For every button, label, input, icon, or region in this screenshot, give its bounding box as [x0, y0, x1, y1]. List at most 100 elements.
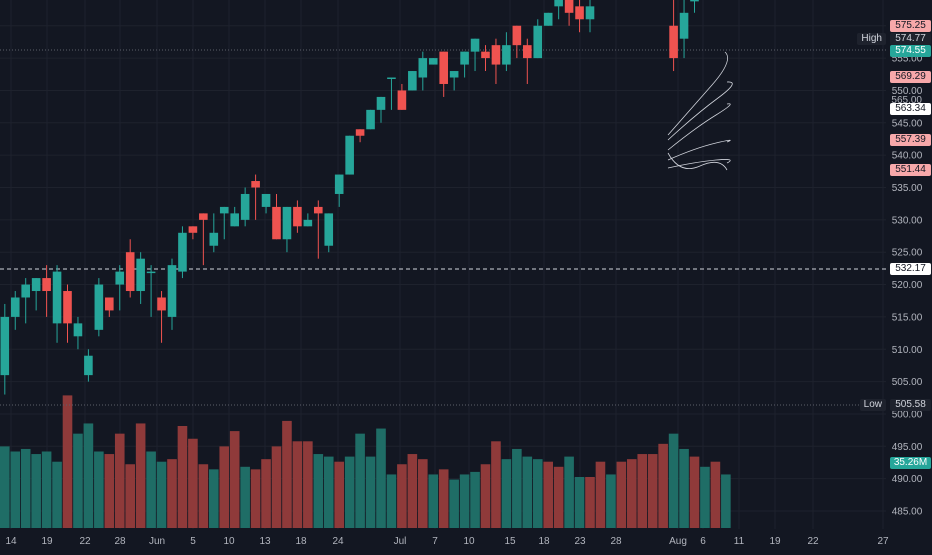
y-tick-label: 530.00	[892, 215, 923, 226]
candle-body	[470, 38, 480, 52]
candle-body	[345, 135, 354, 175]
volume-bar	[271, 446, 282, 528]
y-tick-label: 495.00	[892, 442, 923, 453]
y-tick-label: 515.00	[892, 312, 923, 323]
candle-body	[334, 174, 344, 194]
candle-body	[136, 258, 145, 292]
candle-body	[355, 129, 365, 136]
projection-line	[667, 152, 728, 171]
high-value-tag: 574.77	[890, 33, 931, 45]
candle-body	[575, 6, 584, 20]
volume-bar	[303, 441, 313, 528]
volume-bar	[459, 474, 470, 528]
candle-body	[188, 226, 198, 233]
low-value-tag: 505.58	[890, 399, 931, 411]
candle-body	[272, 206, 281, 240]
y-tick-label: 485.00	[892, 507, 923, 518]
volume-bar	[10, 451, 21, 528]
x-tick-label: 28	[114, 536, 126, 547]
candle-body	[564, 0, 574, 13]
volume-bar	[20, 448, 31, 528]
price-label-565: 565.00	[891, 95, 922, 106]
volume-bar	[710, 461, 721, 528]
volume-bar	[355, 433, 365, 528]
candle-body	[209, 232, 219, 246]
y-tick-label: 555.00	[892, 54, 923, 65]
volume-bar	[240, 466, 250, 528]
projection-line	[667, 139, 731, 161]
level-tag-563: 563.34	[890, 103, 931, 115]
volume-bar	[428, 474, 439, 528]
volume-bar	[627, 459, 637, 528]
volume-bar	[637, 454, 648, 528]
volume-bar	[585, 477, 595, 528]
volume-bar	[543, 461, 553, 528]
level-tag-551: 551.44	[890, 164, 931, 176]
volume-bar	[553, 466, 564, 528]
x-tick-label: Aug	[669, 536, 687, 547]
volume-bar	[52, 461, 62, 528]
x-tick-label: 6	[700, 536, 706, 547]
x-tick-label: 27	[877, 536, 889, 547]
candle-body	[449, 71, 459, 78]
candle-body	[31, 278, 41, 292]
y-tick-label: 545.00	[892, 118, 923, 129]
candle-body	[261, 193, 271, 207]
high-label: High	[857, 33, 886, 45]
candle-body	[282, 206, 292, 240]
volume-bar	[41, 451, 52, 528]
candle-body	[366, 109, 375, 130]
candle-body	[230, 213, 239, 227]
candle-body	[669, 25, 678, 59]
volume-bar	[219, 446, 230, 528]
volume-bar	[344, 456, 355, 528]
candle-body	[533, 25, 543, 59]
volume-bar	[167, 459, 177, 528]
level-tag-569: 569.29	[890, 71, 931, 83]
candle-body	[418, 58, 428, 78]
volume-bar	[491, 441, 501, 528]
high-price-tag: 575.25	[890, 20, 931, 32]
candle-body	[428, 58, 438, 65]
candle-body	[240, 193, 250, 220]
x-tick-label: 28	[610, 536, 622, 547]
candle-body	[94, 284, 104, 330]
volume-bar	[125, 464, 135, 528]
candle-body	[585, 6, 595, 20]
volume-bar	[104, 454, 115, 528]
volume-bar	[689, 456, 700, 528]
x-tick-label: 22	[807, 536, 819, 547]
candle-body	[376, 96, 386, 110]
candle-body	[84, 355, 93, 376]
candle-body	[219, 206, 229, 214]
x-tick-label: 5	[190, 536, 196, 547]
candle-body	[10, 297, 20, 317]
candle-body	[167, 265, 177, 317]
candle-body	[554, 0, 563, 7]
volume-bar	[606, 474, 616, 528]
volume-bar	[146, 451, 156, 528]
candle-body	[460, 51, 469, 65]
projection-line	[667, 103, 731, 151]
y-tick-label: 525.00	[892, 248, 923, 259]
volume-bar	[595, 461, 606, 528]
volume-bar	[616, 461, 627, 528]
volume-bar	[135, 423, 146, 528]
candle-body	[387, 77, 396, 80]
y-tick-label: 535.00	[892, 183, 923, 194]
volume-bar	[83, 423, 94, 528]
candle-body	[63, 291, 72, 324]
candle-body	[690, 0, 699, 2]
candle-body	[491, 45, 501, 65]
x-tick-label: 7	[432, 536, 438, 547]
candle-body	[178, 232, 187, 272]
volume-bar	[438, 469, 449, 528]
volume-bar	[229, 431, 240, 528]
candle-body	[125, 252, 135, 292]
volume-bar	[282, 420, 292, 528]
x-tick-label: 19	[769, 536, 781, 547]
candle-body	[0, 316, 10, 376]
volume-bar	[177, 426, 188, 528]
